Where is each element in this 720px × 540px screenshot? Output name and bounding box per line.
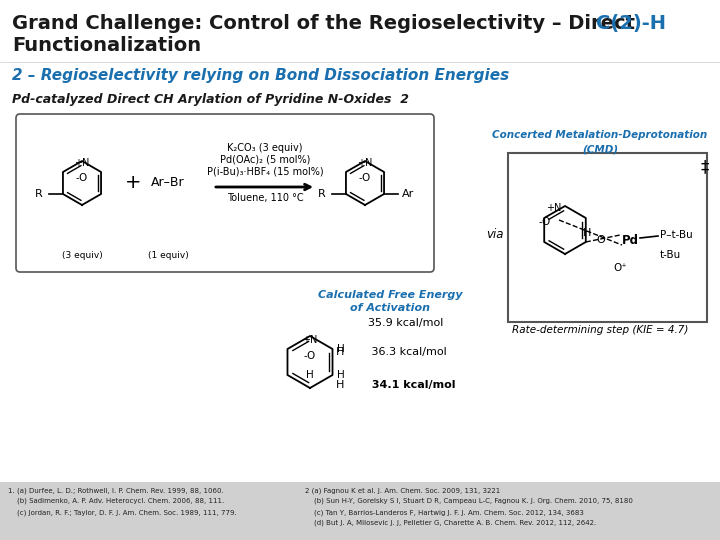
Text: H: H	[336, 380, 344, 390]
Text: O: O	[596, 235, 605, 245]
Text: -O: -O	[359, 173, 371, 183]
Text: 2 (a) Fagnou K et al. J. Am. Chem. Soc. 2009, 131, 3221: 2 (a) Fagnou K et al. J. Am. Chem. Soc. …	[305, 487, 500, 494]
Text: 2 – Regioselectivity relying on Bond Dissociation Energies: 2 – Regioselectivity relying on Bond Dis…	[12, 68, 509, 83]
Text: P–t-Bu: P–t-Bu	[660, 230, 693, 240]
Text: +N: +N	[302, 335, 318, 345]
Text: Ar: Ar	[402, 189, 414, 199]
Text: -O: -O	[539, 217, 551, 227]
FancyBboxPatch shape	[16, 114, 434, 272]
Text: O⁺: O⁺	[613, 263, 627, 273]
Text: (d) But J. A, Milosevic J. J, Pelletier G, Charette A. B. Chem. Rev. 2012, 112, : (d) But J. A, Milosevic J. J, Pelletier …	[305, 520, 596, 526]
Text: R: R	[35, 189, 43, 199]
Text: 1. (a) Durfee, L. D.; Rothwell, I. P. Chem. Rev. 1999, 88, 1060.: 1. (a) Durfee, L. D.; Rothwell, I. P. Ch…	[8, 487, 224, 494]
Text: Calculated Free Energy: Calculated Free Energy	[318, 290, 462, 300]
Text: +N: +N	[357, 158, 373, 168]
Text: +: +	[125, 173, 141, 192]
Text: Pd-catalyzed Direct CH Arylation of Pyridine N-Oxides  2: Pd-catalyzed Direct CH Arylation of Pyri…	[12, 93, 409, 106]
Text: (b) Sadimenko, A. P. Adv. Heterocycl. Chem. 2006, 88, 111.: (b) Sadimenko, A. P. Adv. Heterocycl. Ch…	[8, 498, 224, 504]
Text: t-Bu: t-Bu	[660, 250, 681, 260]
Text: +N: +N	[74, 158, 90, 168]
Text: Toluene, 110 °C: Toluene, 110 °C	[227, 193, 303, 203]
Text: H: H	[336, 347, 344, 357]
Text: Ar–Br: Ar–Br	[151, 177, 185, 190]
Text: 35.9 kcal/mol: 35.9 kcal/mol	[368, 318, 444, 328]
Text: Functionalization: Functionalization	[12, 36, 201, 55]
Text: -O: -O	[304, 351, 316, 361]
Text: R: R	[318, 189, 326, 199]
Text: Pd: Pd	[621, 233, 639, 246]
Text: 36.3 kcal/mol: 36.3 kcal/mol	[368, 347, 446, 357]
Text: (1 equiv): (1 equiv)	[148, 251, 189, 260]
Text: (c) Tan Y, Barrios-Landeros F, Hartwig J. F. J. Am. Chem. Soc. 2012, 134, 3683: (c) Tan Y, Barrios-Landeros F, Hartwig J…	[305, 509, 584, 516]
Text: (c) Jordan, R. F.; Taylor, D. F. J. Am. Chem. Soc. 1989, 111, 779.: (c) Jordan, R. F.; Taylor, D. F. J. Am. …	[8, 509, 237, 516]
Text: Concerted Metalation-Deprotonation: Concerted Metalation-Deprotonation	[492, 130, 708, 140]
Text: K₂CO₃ (3 equiv): K₂CO₃ (3 equiv)	[228, 143, 302, 153]
Text: H: H	[336, 370, 344, 380]
Text: H: H	[583, 228, 592, 238]
Text: Rate-determining step (KIE = 4.7): Rate-determining step (KIE = 4.7)	[512, 325, 688, 335]
Text: 34.1 kcal/mol: 34.1 kcal/mol	[368, 380, 456, 390]
Text: (CMD): (CMD)	[582, 144, 618, 154]
Text: Grand Challenge: Control of the Regioselectivity – Direct: Grand Challenge: Control of the Regiosel…	[12, 14, 642, 33]
Text: (b) Sun H-Y, Gorelsky S I, Stuart D R, Campeau L-C, Fagnou K. J. Org. Chem. 2010: (b) Sun H-Y, Gorelsky S I, Stuart D R, C…	[305, 498, 633, 504]
Text: ‡: ‡	[701, 158, 709, 176]
Text: H: H	[336, 344, 344, 354]
FancyBboxPatch shape	[508, 153, 707, 322]
Text: -O: -O	[76, 173, 88, 183]
Text: H: H	[306, 370, 314, 380]
Text: Pd(OAc)₂ (5 mol%): Pd(OAc)₂ (5 mol%)	[220, 155, 310, 165]
Bar	[0, 482, 720, 540]
Text: C(2)-H: C(2)-H	[596, 14, 666, 33]
Text: (3 equiv): (3 equiv)	[62, 251, 102, 260]
Text: via: via	[486, 228, 504, 241]
Text: +N: +N	[546, 203, 561, 213]
Text: of Activation: of Activation	[350, 303, 430, 313]
Text: P(i-Bu)₃·HBF₄ (15 mol%): P(i-Bu)₃·HBF₄ (15 mol%)	[207, 167, 323, 177]
